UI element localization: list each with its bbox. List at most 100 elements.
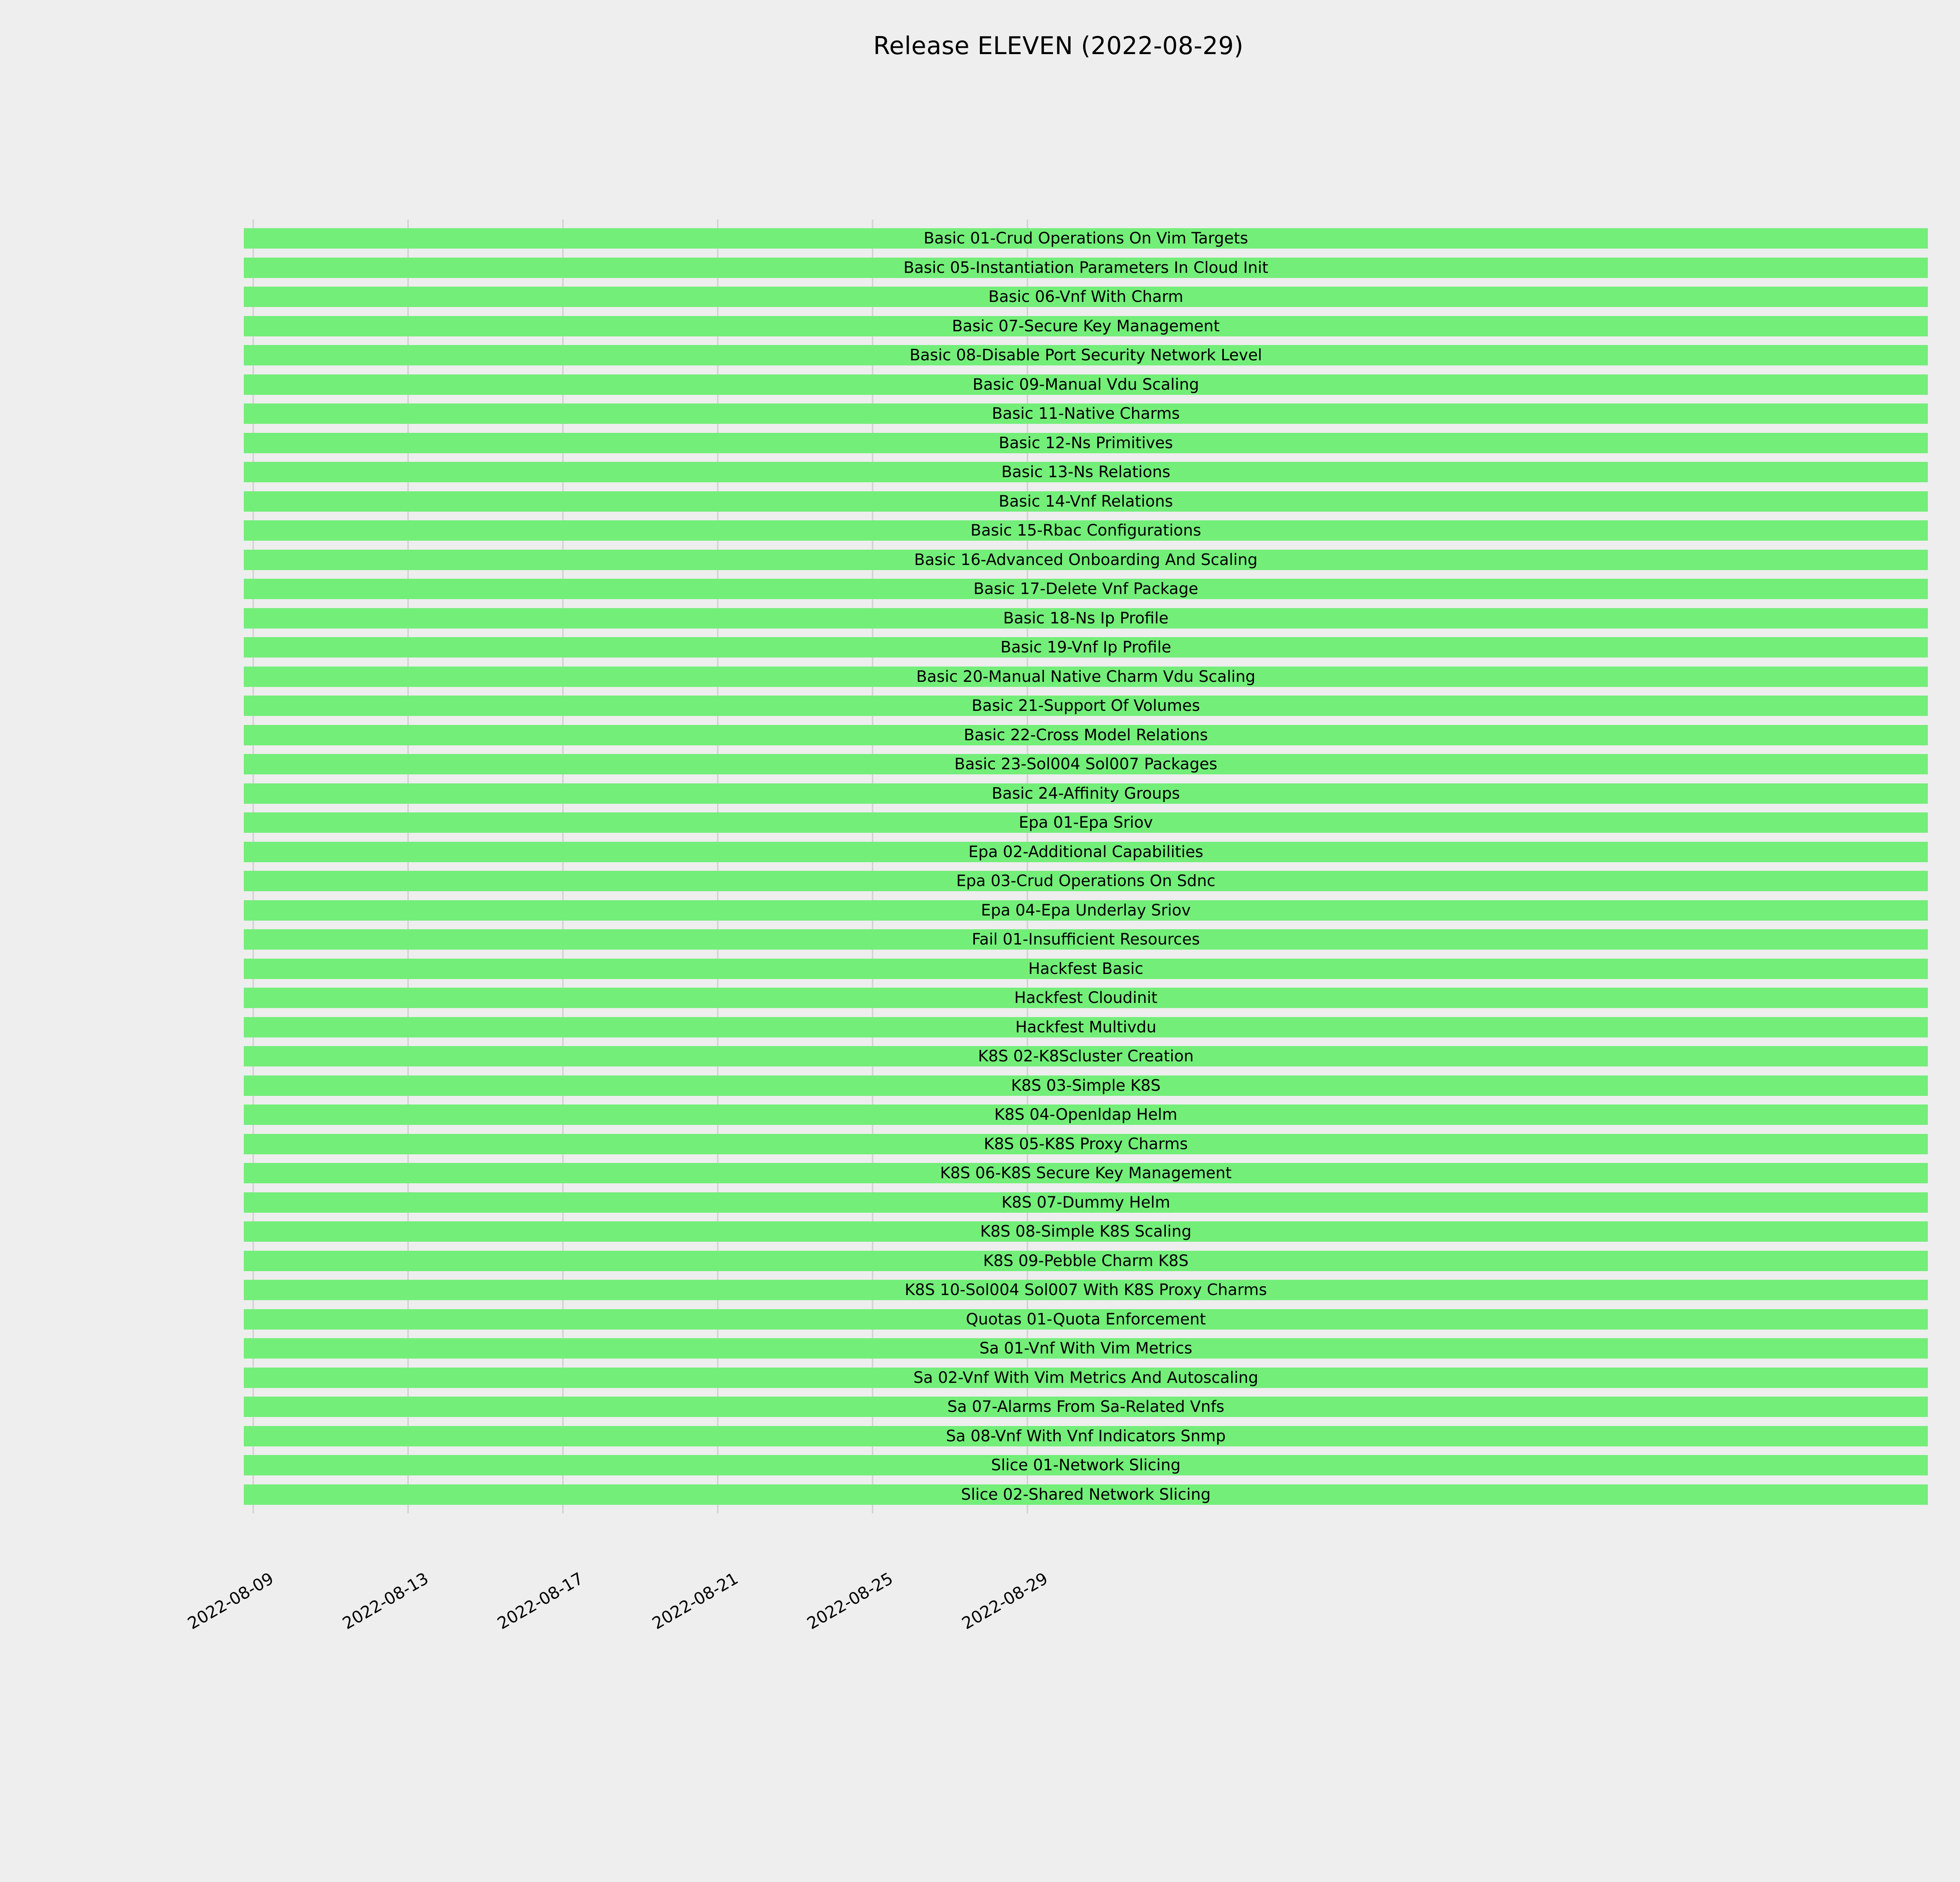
gantt-bar[interactable]	[244, 666, 1928, 687]
gantt-bar[interactable]	[244, 1075, 1928, 1096]
gantt-bar[interactable]	[244, 958, 1928, 979]
gantt-bar[interactable]	[244, 1280, 1928, 1300]
x-axis: 2022-08-09 2022-08-13 2022-08-17 2022-08-21…	[184, 1517, 1928, 1674]
gridline	[407, 220, 409, 1513]
gantt-row[interactable]: Basic 08-Disable Port Security Network L…	[244, 345, 1928, 365]
gantt-row[interactable]: Basic 13-Ns Relations	[244, 462, 1928, 482]
gantt-row[interactable]: Sa 07-Alarms From Sa-Related Vnfs	[244, 1397, 1928, 1417]
gantt-bar[interactable]	[244, 871, 1928, 891]
gantt-row[interactable]: Epa 03-Crud Operations On Sdnc	[244, 871, 1928, 891]
gantt-bar[interactable]	[244, 316, 1928, 336]
x-axis-tick-text: 2022-08-29	[958, 1568, 1051, 1633]
gantt-row[interactable]: Basic 05-Instantiation Parameters In Clo…	[244, 257, 1928, 278]
gantt-bar[interactable]	[244, 900, 1928, 921]
gantt-row[interactable]: Basic 14-Vnf Relations	[244, 491, 1928, 512]
gantt-bar[interactable]	[244, 1221, 1928, 1242]
gantt-bar[interactable]	[244, 988, 1928, 1008]
gantt-bar[interactable]	[244, 783, 1928, 804]
gantt-bar[interactable]	[244, 812, 1928, 833]
gantt-bar[interactable]	[244, 1250, 1928, 1271]
gantt-bar[interactable]	[244, 725, 1928, 745]
gantt-row[interactable]: Basic 24-Affinity Groups	[244, 783, 1928, 804]
gantt-row[interactable]: Basic 23-Sol004 Sol007 Packages	[244, 754, 1928, 774]
gantt-bar[interactable]	[244, 1163, 1928, 1183]
x-axis-tick-text: 2022-08-17	[494, 1568, 587, 1633]
gantt-row[interactable]: Slice 01-Network Slicing	[244, 1455, 1928, 1475]
gantt-bar[interactable]	[244, 608, 1928, 629]
x-axis-tick-text: 2022-08-09	[184, 1568, 277, 1633]
gantt-row[interactable]: Quotas 01-Quota Enforcement	[244, 1309, 1928, 1330]
gantt-row[interactable]: Basic 09-Manual Vdu Scaling	[244, 374, 1928, 395]
gantt-row[interactable]: Basic 12-Ns Primitives	[244, 432, 1928, 453]
gantt-row[interactable]: Basic 16-Advanced Onboarding And Scaling	[244, 549, 1928, 570]
gantt-bar[interactable]	[244, 549, 1928, 570]
gantt-bar[interactable]	[244, 929, 1928, 950]
gantt-bar[interactable]	[244, 1017, 1928, 1037]
gantt-bar[interactable]	[244, 1134, 1928, 1154]
gridline	[1027, 220, 1028, 1513]
gantt-row[interactable]: Epa 02-Additional Capabilities	[244, 841, 1928, 862]
gantt-bar[interactable]	[244, 1367, 1928, 1388]
gantt-bar[interactable]	[244, 520, 1928, 541]
gantt-row[interactable]: Basic 01-Crud Operations On Vim Targets	[244, 228, 1928, 249]
gantt-row[interactable]: Basic 19-Vnf Ip Profile	[244, 637, 1928, 658]
gantt-row[interactable]: Epa 01-Epa Sriov	[244, 812, 1928, 833]
gantt-row[interactable]: Basic 22-Cross Model Relations	[244, 725, 1928, 745]
gantt-bar[interactable]	[244, 403, 1928, 424]
gantt-bar[interactable]	[244, 1484, 1928, 1505]
gantt-row[interactable]: Fail 01-Insufficient Resources	[244, 929, 1928, 950]
gantt-row[interactable]: Sa 08-Vnf With Vnf Indicators Snmp	[244, 1426, 1928, 1446]
gantt-row[interactable]: Basic 21-Support Of Volumes	[244, 696, 1928, 716]
gantt-bar[interactable]	[244, 432, 1928, 453]
gantt-bar[interactable]	[244, 579, 1928, 599]
gantt-row[interactable]: Basic 11-Native Charms	[244, 403, 1928, 424]
gantt-row[interactable]: K8S 04-Openldap Helm	[244, 1104, 1928, 1125]
x-axis-tick-label: 2022-08-25	[802, 1565, 896, 1633]
gantt-bar[interactable]	[244, 1104, 1928, 1125]
gridline	[872, 220, 873, 1513]
x-axis-tick-label: 2022-08-29	[956, 1565, 1051, 1633]
gantt-bar[interactable]	[244, 754, 1928, 774]
gantt-row[interactable]: Basic 07-Secure Key Management	[244, 316, 1928, 336]
gantt-row[interactable]: Basic 06-Vnf With Charm	[244, 287, 1928, 307]
x-axis-tick-text: 2022-08-25	[804, 1568, 897, 1633]
gantt-row[interactable]: Epa 04-Epa Underlay Sriov	[244, 900, 1928, 921]
gantt-bar[interactable]	[244, 1338, 1928, 1359]
gantt-bar[interactable]	[244, 374, 1928, 395]
gantt-row[interactable]: Slice 02-Shared Network Slicing	[244, 1484, 1928, 1505]
gantt-bar[interactable]	[244, 345, 1928, 365]
x-axis-tick-label: 2022-08-21	[647, 1565, 741, 1633]
gantt-bar[interactable]	[244, 637, 1928, 658]
gantt-row[interactable]: K8S 10-Sol004 Sol007 With K8S Proxy Char…	[244, 1280, 1928, 1300]
gantt-bar[interactable]	[244, 287, 1928, 307]
gantt-row[interactable]: Basic 18-Ns Ip Profile	[244, 608, 1928, 629]
gantt-row[interactable]: K8S 09-Pebble Charm K8S	[244, 1250, 1928, 1271]
gantt-row[interactable]: Hackfest Multivdu	[244, 1017, 1928, 1037]
gantt-bar[interactable]	[244, 1046, 1928, 1066]
gantt-row[interactable]: K8S 03-Simple K8S	[244, 1075, 1928, 1096]
gantt-bar[interactable]	[244, 1397, 1928, 1417]
gantt-bar[interactable]	[244, 1455, 1928, 1475]
gantt-row[interactable]: Basic 20-Manual Native Charm Vdu Scaling	[244, 666, 1928, 687]
gantt-row[interactable]: Hackfest Basic	[244, 958, 1928, 979]
gantt-row[interactable]: Sa 02-Vnf With Vim Metrics And Autoscali…	[244, 1367, 1928, 1388]
gantt-bar[interactable]	[244, 257, 1928, 278]
gantt-bar[interactable]	[244, 1192, 1928, 1213]
gantt-row[interactable]: Basic 17-Delete Vnf Package	[244, 579, 1928, 599]
gantt-row[interactable]: K8S 08-Simple K8S Scaling	[244, 1221, 1928, 1242]
gantt-bar[interactable]	[244, 1309, 1928, 1330]
gantt-bar[interactable]	[244, 696, 1928, 716]
gantt-row[interactable]: K8S 05-K8S Proxy Charms	[244, 1134, 1928, 1154]
gantt-bar[interactable]	[244, 1426, 1928, 1446]
gantt-bar[interactable]	[244, 841, 1928, 862]
x-axis-tick-text: 2022-08-21	[649, 1568, 742, 1633]
gantt-row[interactable]: K8S 06-K8S Secure Key Management	[244, 1163, 1928, 1183]
gantt-row[interactable]: Hackfest Cloudinit	[244, 988, 1928, 1008]
gantt-row[interactable]: Sa 01-Vnf With Vim Metrics	[244, 1338, 1928, 1359]
gantt-row[interactable]: Basic 15-Rbac Configurations	[244, 520, 1928, 541]
gantt-bar[interactable]	[244, 491, 1928, 512]
gantt-bar[interactable]	[244, 462, 1928, 482]
gantt-row[interactable]: K8S 02-K8Scluster Creation	[244, 1046, 1928, 1066]
gantt-row[interactable]: K8S 07-Dummy Helm	[244, 1192, 1928, 1213]
gantt-bar[interactable]	[244, 228, 1928, 249]
